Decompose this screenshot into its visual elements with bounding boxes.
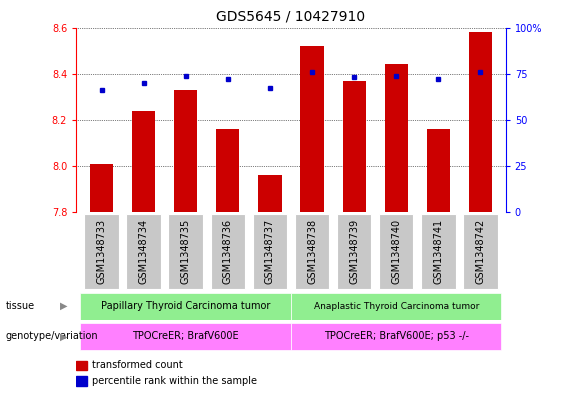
- Bar: [469, 32, 492, 212]
- Text: GSM1348738: GSM1348738: [307, 219, 317, 284]
- Bar: [127, 214, 161, 289]
- Bar: [168, 214, 203, 289]
- Text: ▶: ▶: [60, 331, 68, 342]
- Bar: [342, 81, 366, 212]
- Title: GDS5645 / 10427910: GDS5645 / 10427910: [216, 9, 366, 24]
- Bar: [463, 214, 498, 289]
- Text: GSM1348736: GSM1348736: [223, 219, 233, 284]
- Text: genotype/variation: genotype/variation: [6, 331, 98, 342]
- Bar: [253, 214, 287, 289]
- Text: Papillary Thyroid Carcinoma tumor: Papillary Thyroid Carcinoma tumor: [101, 301, 271, 311]
- Text: percentile rank within the sample: percentile rank within the sample: [92, 376, 257, 386]
- Bar: [84, 214, 119, 289]
- Text: TPOCreER; BrafV600E: TPOCreER; BrafV600E: [132, 331, 239, 342]
- Text: GSM1348735: GSM1348735: [181, 219, 191, 284]
- Text: ▶: ▶: [60, 301, 68, 311]
- Bar: [76, 376, 87, 386]
- Text: GSM1348740: GSM1348740: [391, 219, 401, 284]
- Bar: [174, 90, 197, 212]
- Text: GSM1348733: GSM1348733: [97, 219, 107, 284]
- Text: GSM1348734: GSM1348734: [138, 219, 149, 284]
- Bar: [216, 129, 240, 212]
- Text: Anaplastic Thyroid Carcinoma tumor: Anaplastic Thyroid Carcinoma tumor: [314, 302, 479, 310]
- Bar: [421, 214, 455, 289]
- Bar: [76, 361, 87, 370]
- Bar: [291, 323, 502, 350]
- Text: GSM1348741: GSM1348741: [433, 219, 444, 284]
- Text: GSM1348742: GSM1348742: [475, 219, 485, 284]
- Bar: [301, 46, 324, 212]
- Bar: [132, 110, 155, 212]
- Text: TPOCreER; BrafV600E; p53 -/-: TPOCreER; BrafV600E; p53 -/-: [324, 331, 469, 342]
- Bar: [80, 292, 291, 320]
- Bar: [90, 164, 113, 212]
- Bar: [427, 129, 450, 212]
- Text: tissue: tissue: [6, 301, 35, 311]
- Bar: [211, 214, 245, 289]
- Bar: [258, 175, 281, 212]
- Bar: [379, 214, 414, 289]
- Bar: [385, 64, 408, 212]
- Text: GSM1348737: GSM1348737: [265, 219, 275, 284]
- Bar: [291, 292, 502, 320]
- Bar: [295, 214, 329, 289]
- Text: transformed count: transformed count: [92, 360, 182, 371]
- Text: GSM1348739: GSM1348739: [349, 219, 359, 284]
- Bar: [337, 214, 371, 289]
- Bar: [80, 323, 291, 350]
